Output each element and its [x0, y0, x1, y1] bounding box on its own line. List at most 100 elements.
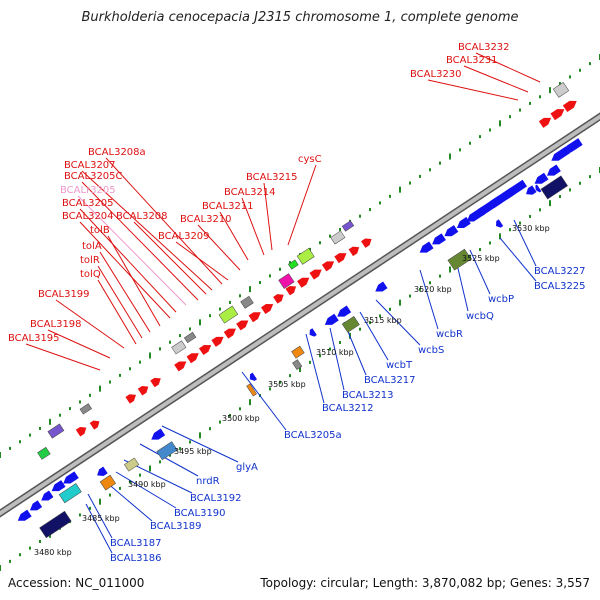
gene-arrow: [348, 246, 360, 257]
gene-label: wcbT: [386, 360, 413, 371]
gene-label: tolA: [82, 241, 102, 252]
leader-line: [241, 371, 287, 431]
leader-line: [463, 65, 529, 93]
gene-label: BCALr3205: [60, 185, 116, 196]
gene-arrow: [186, 353, 199, 364]
gene-block: [552, 82, 570, 98]
gene-label: BCAL3192: [190, 493, 242, 504]
gene-label: BCAL3215: [246, 172, 298, 183]
leader-line: [475, 52, 541, 83]
leader-line: [427, 79, 519, 101]
gene-arrow: [535, 184, 542, 193]
leader-line: [513, 219, 537, 267]
leader-line: [55, 299, 125, 349]
gene-block: [183, 331, 197, 344]
gene-arrow: [285, 285, 297, 296]
leader-line: [97, 265, 143, 339]
scale-tick-label: 3480 kbp: [34, 548, 72, 557]
gene-label: BCAL3205C: [64, 171, 123, 182]
map-title: Burkholderia cenocepacia J2315 chromosom…: [81, 10, 519, 25]
gene-arrow: [419, 241, 434, 253]
leader-line: [499, 237, 537, 282]
scale-tick-label: 3485 kbp: [82, 514, 120, 523]
gene-label: tolR: [80, 255, 100, 266]
gene-arrow: [29, 500, 43, 511]
gene-label: BCAL3190: [174, 508, 226, 519]
gene-label: BCAL3204: [62, 211, 114, 222]
gene-block: [39, 510, 72, 539]
gene-arrow: [198, 345, 212, 356]
gene-arrow: [51, 480, 66, 492]
leader-line: [77, 195, 187, 306]
gene-label: BCAL3208: [116, 211, 168, 222]
gene-block: [58, 483, 82, 504]
gene-label: tolB: [90, 225, 110, 236]
gene-label: BCAL3232: [458, 42, 510, 53]
gene-label: BCAL3212: [322, 403, 374, 414]
gene-block: [240, 295, 254, 309]
gene-block: [37, 446, 51, 460]
gene-label: BCAL3210: [180, 214, 232, 225]
gene-label: wcbS: [418, 345, 444, 356]
gene-arrow: [17, 509, 32, 521]
scale-tick-label: 3520 kbp: [414, 285, 452, 294]
leader-line: [105, 157, 223, 285]
leader-line: [455, 259, 469, 312]
gene-label: BCAL3205a: [284, 430, 342, 441]
leader-line: [105, 481, 153, 522]
scale-tick-label: 3500 kbp: [222, 414, 260, 423]
gene-label: BCAL3187: [110, 538, 162, 549]
gene-features: [0, 82, 583, 539]
leader-line: [85, 503, 113, 554]
leader-line: [375, 299, 421, 346]
gene-block: [156, 441, 178, 461]
gene-arrow: [456, 216, 471, 229]
gene-block: [291, 345, 305, 359]
scale-tick-label: 3490 kbp: [128, 480, 166, 489]
scale-tick-label: 3495 kbp: [174, 447, 212, 456]
leader-line: [419, 269, 439, 330]
leader-line: [219, 211, 249, 261]
gene-arrow: [249, 372, 258, 381]
leader-line: [81, 181, 199, 301]
gene-block: [99, 474, 117, 491]
gene-arrow: [324, 313, 339, 325]
gene-block: [171, 340, 187, 355]
gene-arrow: [0, 492, 1, 505]
gene-label: BCAL3186: [110, 553, 162, 564]
gene-label: BCAL3199: [38, 289, 90, 300]
gene-arrow: [375, 281, 388, 292]
gene-arrow: [211, 336, 224, 347]
gene-label: BCAL3205: [62, 198, 114, 209]
gene-block: [287, 259, 299, 270]
gene-arrow: [309, 328, 317, 337]
leader-line: [263, 182, 273, 251]
leader-line: [115, 471, 177, 509]
gene-arrow: [125, 394, 136, 404]
gene-label: nrdR: [196, 476, 220, 487]
leader-line: [81, 170, 213, 291]
leader-line: [469, 249, 491, 295]
leader-line: [79, 221, 171, 319]
gene-block: [79, 403, 92, 415]
accession-text: Accession: NC_011000: [8, 576, 145, 590]
gene-block: [292, 359, 303, 370]
gene-arrow: [151, 428, 166, 440]
label-leader-lines: [25, 52, 541, 554]
gene-arrow: [309, 269, 322, 280]
scale-labels: 3480 kbp 3485 kbp 3490 kbp 3495 kbp 3500 kbp…: [34, 224, 550, 557]
leader-line: [287, 164, 317, 246]
gene-label: BCAL3225: [534, 281, 586, 292]
gene-arrow: [150, 377, 161, 388]
leader-line: [47, 329, 111, 359]
gene-label: BCAL3207: [64, 160, 116, 171]
gene-label: wcbQ: [466, 311, 494, 322]
gene-label: BCAL3195: [8, 333, 60, 344]
gene-block: [341, 316, 360, 333]
gene-arrow: [273, 294, 284, 304]
leader-line: [99, 251, 151, 333]
gene-arrow: [562, 100, 577, 113]
leader-line: [133, 221, 207, 295]
gene-label: BCAL3211: [202, 201, 254, 212]
gene-arrow: [97, 466, 108, 476]
